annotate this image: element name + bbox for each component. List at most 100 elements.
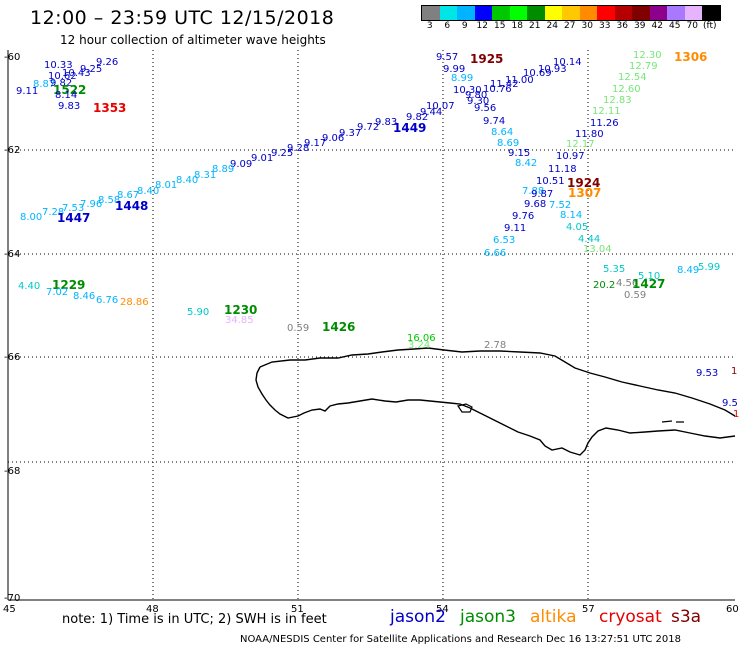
wave-height-value: 12.54 [618, 72, 647, 83]
color-swatch [597, 6, 615, 20]
wave-height-value: 11.80 [575, 129, 604, 140]
color-swatch [579, 6, 597, 20]
color-swatch [492, 6, 510, 20]
wave-height-value: 8.64 [491, 127, 514, 138]
color-scale-label: 70 [686, 21, 698, 31]
lat-label: -68 [4, 466, 21, 477]
color-swatch [544, 6, 562, 20]
wave-height-value: 9.57 [436, 52, 459, 63]
wave-height-value: 12.83 [603, 95, 632, 106]
wave-height-value: 8.99 [451, 73, 474, 84]
pass-time-label: 1448 [115, 199, 149, 213]
wave-height-value: 9.25 [80, 64, 103, 75]
color-swatch [457, 6, 475, 20]
wave-height-value: 4.44 [578, 234, 601, 245]
wave-height-value: 5.90 [187, 307, 210, 318]
lat-label: -70 [4, 593, 21, 604]
color-scale-label: 39 [634, 21, 646, 31]
wave-height-value: 9.99 [443, 64, 466, 75]
color-swatch [509, 6, 527, 20]
satellite-cryosat: cryosat [599, 607, 662, 627]
pass-time-label: 1522 [53, 83, 87, 97]
wave-height-value: 9.68 [524, 199, 547, 210]
pass-time-label: 1230 [224, 303, 258, 317]
wave-height-value: 1 [731, 366, 738, 377]
wave-height-value: 10.33 [44, 60, 73, 71]
pass-time-label: 1925 [470, 52, 504, 66]
wave-height-value: 9.87 [531, 189, 554, 200]
wave-height-value: 11.26 [590, 118, 619, 129]
color-scale-label: (ft) [702, 21, 717, 31]
wave-height-value: 8.14 [560, 210, 583, 221]
wave-height-value: 9.09 [230, 159, 253, 170]
wave-height-value: 9.26 [96, 57, 119, 68]
wave-height-value: 9.82 [50, 78, 73, 89]
wave-height-value: 9.83 [375, 117, 398, 128]
wave-height-value: 4.40 [18, 281, 41, 292]
coastline [255, 347, 736, 456]
wave-height-value: 13.04 [583, 244, 612, 255]
wave-height-value: 9.83 [58, 101, 81, 112]
lat-label: -62 [4, 145, 21, 156]
color-scale-bar [421, 5, 721, 21]
wave-height-value: 8.40 [176, 175, 199, 186]
wave-height-value: 28.86 [120, 297, 149, 308]
color-scale-label: 33 [599, 21, 611, 31]
color-swatch [562, 6, 580, 20]
wave-height-value: 9.80 [465, 90, 488, 101]
wave-height-value: 9.37 [339, 128, 362, 139]
satellite-jason3: jason3 [460, 607, 516, 627]
wave-height-value: 11.42 [490, 79, 519, 90]
wave-height-value: 9.06 [322, 133, 345, 144]
color-scale-label: 24 [546, 21, 558, 31]
color-swatch [439, 6, 457, 20]
color-swatch [632, 6, 650, 20]
color-swatch [667, 6, 685, 20]
wave-height-value: 8.14 [55, 90, 78, 101]
wave-height-value: 8.69 [497, 138, 520, 149]
wave-height-value: 9.17 [304, 138, 327, 149]
wave-height-value: 10.93 [538, 64, 567, 75]
wave-height-value: 8.67 [117, 190, 140, 201]
wave-height-value: 0.59 [624, 290, 647, 301]
wave-height-value: 8.89 [212, 164, 235, 175]
coastline-islands [457, 403, 684, 423]
wave-height-value: 9.11 [504, 223, 527, 234]
wave-height-value: 9.82 [406, 112, 429, 123]
pass-time-label: 1447 [57, 211, 91, 225]
wave-height-value: 9.15 [508, 148, 531, 159]
wave-height-value: 9.30 [467, 96, 490, 107]
lon-label: 48 [146, 604, 159, 615]
pass-time-label: 1229 [52, 278, 86, 292]
wave-height-value: 4.56 [616, 278, 639, 289]
wave-height-value: 9.56 [474, 103, 497, 114]
wave-height-value: 34.85 [225, 315, 254, 326]
wave-height-value: 10.43 [62, 68, 91, 79]
wave-height-value: 9.74 [483, 116, 506, 127]
wave-height-value: 12.11 [592, 106, 621, 117]
wave-height-value: 5.99 [698, 262, 721, 273]
lon-label: 51 [291, 604, 304, 615]
color-scale-label: 36 [616, 21, 628, 31]
pass-time-label: 1426 [322, 320, 356, 334]
wave-height-value: 7.96 [80, 199, 103, 210]
wave-height-value: 8.42 [515, 158, 538, 169]
color-swatch [684, 6, 702, 20]
wave-height-value: 9.01 [251, 153, 274, 164]
wave-height-value: 10.30 [453, 85, 482, 96]
color-swatch [614, 6, 632, 20]
wave-height-value: 8.01 [155, 180, 178, 191]
wave-height-value: 10.76 [483, 84, 512, 95]
color-scale-label: 3 [426, 21, 433, 31]
color-scale-label: 42 [651, 21, 663, 31]
lon-label: 57 [582, 604, 595, 615]
wave-height-value: 6.53 [493, 235, 516, 246]
wave-height-value: 12.17 [566, 139, 595, 150]
color-scale-label: 6 [444, 21, 451, 31]
color-scale-label: 9 [461, 21, 468, 31]
wave-height-value: 10.97 [556, 151, 585, 162]
color-scale-label: 12 [476, 21, 488, 31]
wave-height-value: 7.52 [549, 200, 572, 211]
wave-height-value: 7.02 [46, 287, 69, 298]
